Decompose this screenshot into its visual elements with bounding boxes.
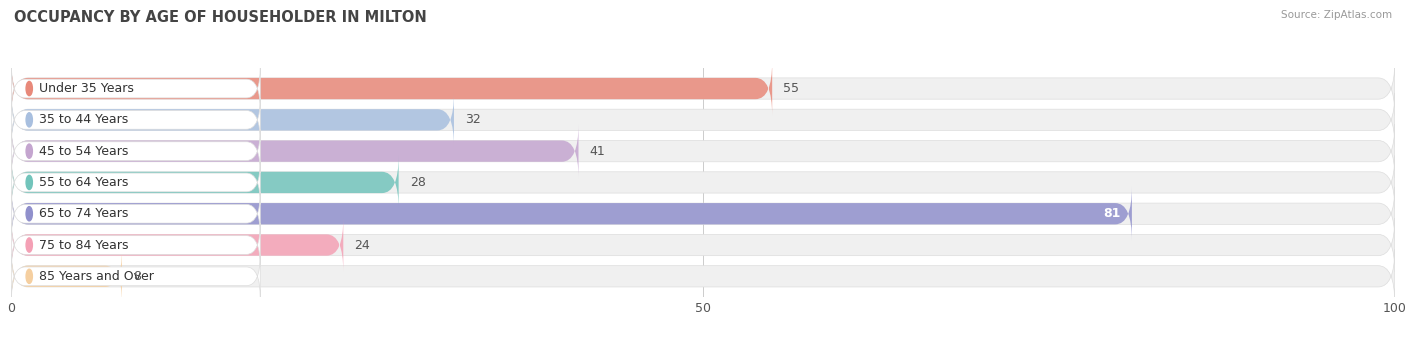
FancyBboxPatch shape bbox=[11, 129, 260, 173]
Circle shape bbox=[27, 175, 32, 190]
Text: 81: 81 bbox=[1104, 207, 1121, 220]
FancyBboxPatch shape bbox=[11, 218, 1395, 272]
Text: 75 to 84 Years: 75 to 84 Years bbox=[39, 239, 129, 252]
Circle shape bbox=[27, 238, 32, 252]
Text: Source: ZipAtlas.com: Source: ZipAtlas.com bbox=[1281, 10, 1392, 20]
FancyBboxPatch shape bbox=[11, 66, 260, 110]
FancyBboxPatch shape bbox=[11, 192, 260, 236]
Text: 55: 55 bbox=[783, 82, 799, 95]
FancyBboxPatch shape bbox=[11, 187, 1395, 241]
FancyBboxPatch shape bbox=[11, 93, 1395, 147]
Text: 28: 28 bbox=[409, 176, 426, 189]
FancyBboxPatch shape bbox=[11, 187, 1132, 241]
FancyBboxPatch shape bbox=[11, 124, 1395, 178]
Text: OCCUPANCY BY AGE OF HOUSEHOLDER IN MILTON: OCCUPANCY BY AGE OF HOUSEHOLDER IN MILTO… bbox=[14, 10, 427, 25]
Text: 45 to 54 Years: 45 to 54 Years bbox=[39, 145, 129, 158]
FancyBboxPatch shape bbox=[11, 155, 1395, 209]
Text: 55 to 64 Years: 55 to 64 Years bbox=[39, 176, 129, 189]
Text: 35 to 44 Years: 35 to 44 Years bbox=[39, 113, 128, 126]
FancyBboxPatch shape bbox=[11, 249, 1395, 303]
Text: 85 Years and Over: 85 Years and Over bbox=[39, 270, 155, 283]
Text: Under 35 Years: Under 35 Years bbox=[39, 82, 134, 95]
Circle shape bbox=[27, 81, 32, 96]
Text: 8: 8 bbox=[134, 270, 141, 283]
FancyBboxPatch shape bbox=[11, 254, 260, 298]
Text: 32: 32 bbox=[465, 113, 481, 126]
Text: 41: 41 bbox=[589, 145, 606, 158]
FancyBboxPatch shape bbox=[11, 62, 772, 116]
Text: 65 to 74 Years: 65 to 74 Years bbox=[39, 207, 129, 220]
FancyBboxPatch shape bbox=[11, 98, 260, 142]
FancyBboxPatch shape bbox=[11, 249, 122, 303]
FancyBboxPatch shape bbox=[11, 155, 399, 209]
Text: 24: 24 bbox=[354, 239, 370, 252]
FancyBboxPatch shape bbox=[11, 161, 260, 204]
Circle shape bbox=[27, 144, 32, 158]
FancyBboxPatch shape bbox=[11, 93, 454, 147]
Circle shape bbox=[27, 207, 32, 221]
FancyBboxPatch shape bbox=[11, 223, 260, 267]
FancyBboxPatch shape bbox=[11, 218, 343, 272]
Circle shape bbox=[27, 269, 32, 283]
FancyBboxPatch shape bbox=[11, 62, 1395, 116]
Circle shape bbox=[27, 113, 32, 127]
FancyBboxPatch shape bbox=[11, 124, 578, 178]
